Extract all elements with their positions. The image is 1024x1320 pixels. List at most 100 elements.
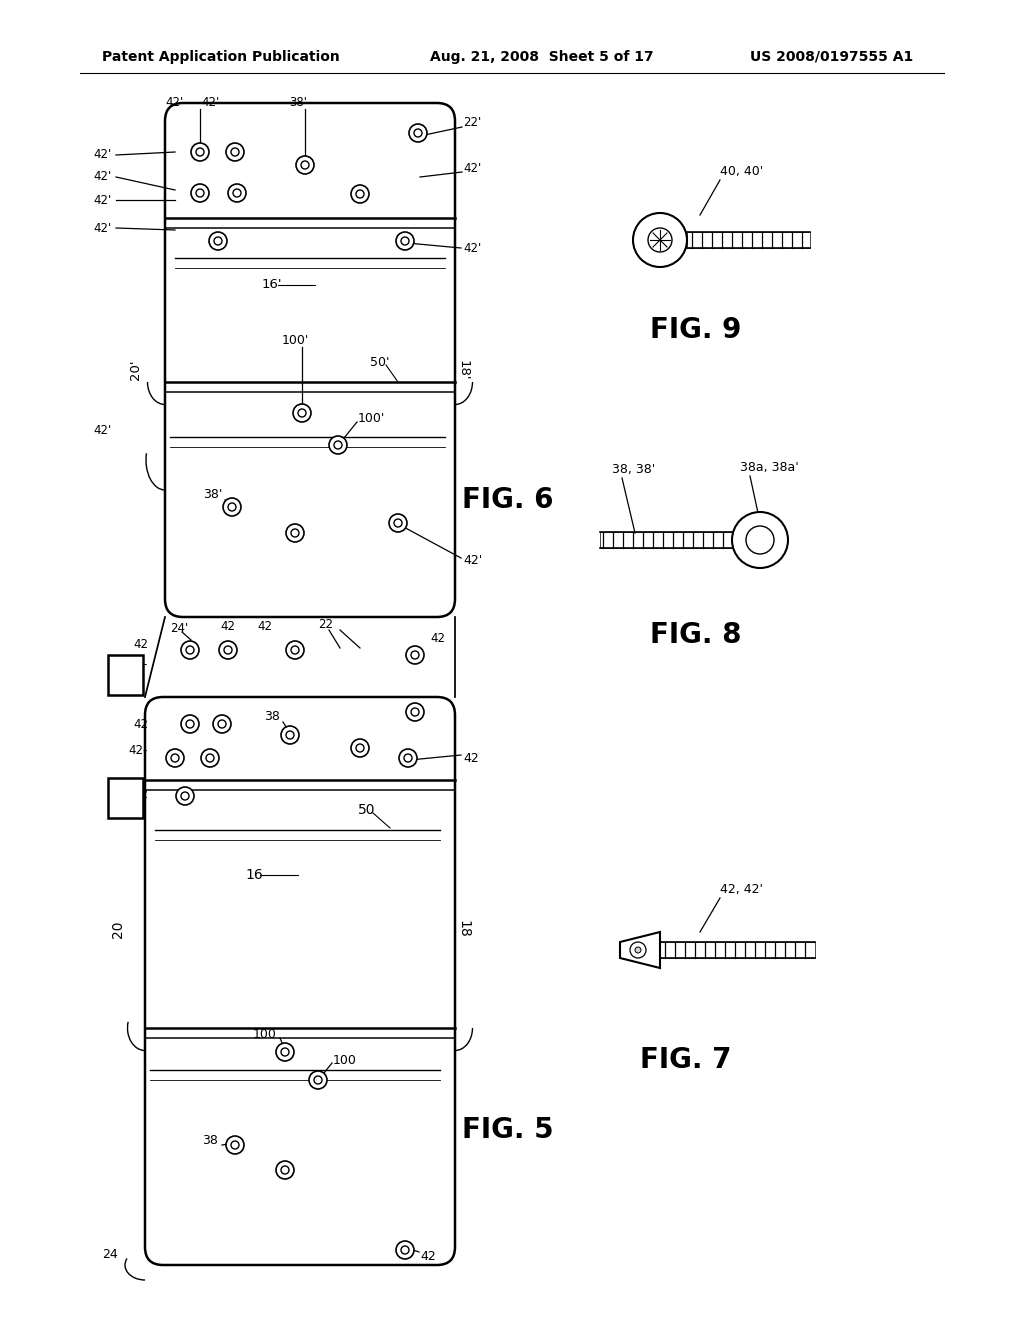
Circle shape <box>732 512 788 568</box>
Text: 50': 50' <box>370 355 389 368</box>
Text: US 2008/0197555 A1: US 2008/0197555 A1 <box>750 50 913 63</box>
Text: 50: 50 <box>358 803 376 817</box>
Text: 42: 42 <box>133 718 148 730</box>
Text: 24: 24 <box>102 1249 118 1262</box>
Circle shape <box>233 189 241 197</box>
Text: 42: 42 <box>133 788 148 801</box>
Text: 38, 38': 38, 38' <box>612 463 655 477</box>
Text: 42-: 42- <box>129 657 148 671</box>
Circle shape <box>196 148 204 156</box>
Circle shape <box>406 645 424 664</box>
Text: 42: 42 <box>220 620 236 634</box>
Bar <box>108 655 143 696</box>
Circle shape <box>231 148 239 156</box>
Polygon shape <box>660 942 815 958</box>
Circle shape <box>309 1071 327 1089</box>
Text: 42: 42 <box>420 1250 436 1262</box>
Circle shape <box>219 642 237 659</box>
Circle shape <box>401 1246 409 1254</box>
Text: 42: 42 <box>463 751 479 764</box>
Circle shape <box>181 792 189 800</box>
Circle shape <box>329 436 347 454</box>
Circle shape <box>281 1048 289 1056</box>
Circle shape <box>213 715 231 733</box>
Circle shape <box>186 719 194 729</box>
Text: FIG. 5: FIG. 5 <box>462 1115 554 1144</box>
Text: 38': 38' <box>289 96 307 110</box>
Text: 100': 100' <box>282 334 308 346</box>
Circle shape <box>396 232 414 249</box>
Circle shape <box>226 1137 244 1154</box>
Text: 100: 100 <box>253 1028 278 1041</box>
Circle shape <box>228 183 246 202</box>
Polygon shape <box>620 932 660 968</box>
Circle shape <box>635 946 641 953</box>
Circle shape <box>394 519 402 527</box>
Circle shape <box>181 642 199 659</box>
Text: 20': 20' <box>128 360 141 380</box>
Text: 42, 42': 42, 42' <box>720 883 763 896</box>
Circle shape <box>181 715 199 733</box>
Text: 42: 42 <box>133 638 148 651</box>
Circle shape <box>286 731 294 739</box>
Circle shape <box>276 1043 294 1061</box>
Circle shape <box>196 189 204 197</box>
Circle shape <box>401 238 409 246</box>
Bar <box>108 777 143 818</box>
Text: 22: 22 <box>318 619 333 631</box>
FancyBboxPatch shape <box>165 103 455 616</box>
Text: 42: 42 <box>430 631 445 644</box>
Circle shape <box>356 744 364 752</box>
Text: 38: 38 <box>202 1134 218 1147</box>
Circle shape <box>406 704 424 721</box>
Circle shape <box>223 498 241 516</box>
Circle shape <box>201 748 219 767</box>
Text: Aug. 21, 2008  Sheet 5 of 17: Aug. 21, 2008 Sheet 5 of 17 <box>430 50 653 63</box>
Text: FIG. 8: FIG. 8 <box>650 620 741 649</box>
Text: 38a, 38a': 38a, 38a' <box>740 462 799 474</box>
Text: 38: 38 <box>264 710 280 722</box>
Text: Patent Application Publication: Patent Application Publication <box>102 50 340 63</box>
Circle shape <box>231 1140 239 1148</box>
Circle shape <box>176 787 194 805</box>
Text: 42': 42' <box>463 553 482 566</box>
Circle shape <box>351 185 369 203</box>
Text: 20: 20 <box>111 920 125 937</box>
Circle shape <box>298 409 306 417</box>
Circle shape <box>411 708 419 715</box>
Circle shape <box>214 238 222 246</box>
Text: 42: 42 <box>257 620 272 634</box>
Text: 40, 40': 40, 40' <box>720 165 763 178</box>
Text: FIG. 9: FIG. 9 <box>650 315 741 345</box>
Circle shape <box>276 1162 294 1179</box>
Circle shape <box>296 156 314 174</box>
FancyBboxPatch shape <box>145 697 455 1265</box>
Circle shape <box>404 754 412 762</box>
Circle shape <box>351 739 369 756</box>
Circle shape <box>409 124 427 143</box>
Text: 42': 42' <box>94 424 112 437</box>
Circle shape <box>630 942 646 958</box>
Circle shape <box>633 213 687 267</box>
Circle shape <box>209 232 227 249</box>
Circle shape <box>281 1166 289 1173</box>
Text: 22': 22' <box>463 116 481 128</box>
Circle shape <box>186 645 194 653</box>
Circle shape <box>224 645 232 653</box>
Text: 42': 42' <box>463 242 481 255</box>
Circle shape <box>191 183 209 202</box>
Circle shape <box>334 441 342 449</box>
Text: 24': 24' <box>170 622 188 635</box>
Circle shape <box>291 529 299 537</box>
Text: 42-: 42- <box>129 743 148 756</box>
Text: 42': 42' <box>166 96 184 110</box>
Circle shape <box>291 645 299 653</box>
Polygon shape <box>687 232 810 248</box>
Circle shape <box>218 719 226 729</box>
Text: 100: 100 <box>333 1053 357 1067</box>
Circle shape <box>226 143 244 161</box>
Text: 38': 38' <box>203 488 222 502</box>
Text: FIG. 7: FIG. 7 <box>640 1045 731 1074</box>
Circle shape <box>228 503 236 511</box>
Circle shape <box>286 642 304 659</box>
